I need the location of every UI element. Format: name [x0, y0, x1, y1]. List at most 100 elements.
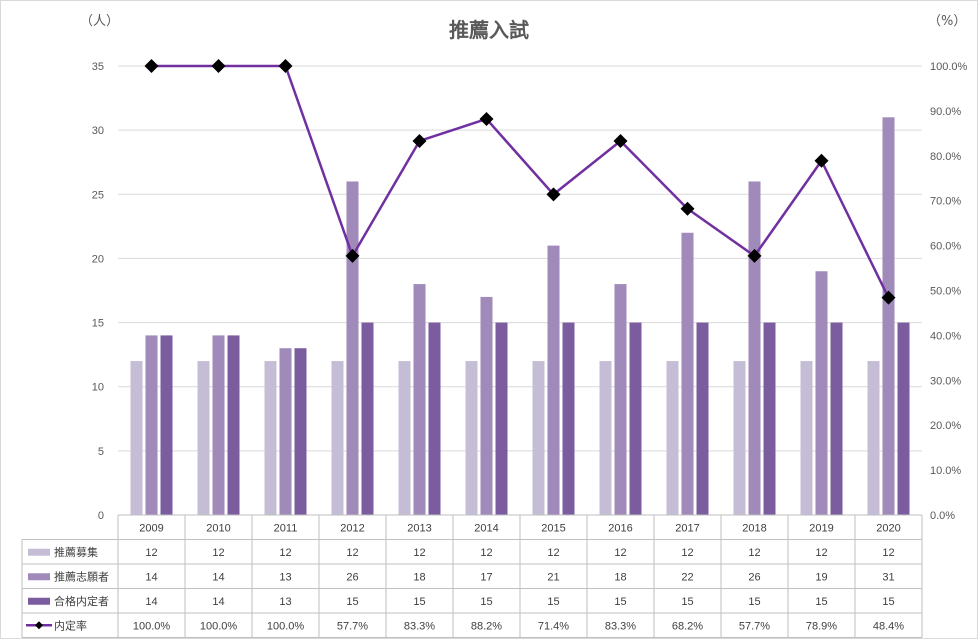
data-cell: 100.0% — [200, 620, 238, 632]
bar — [346, 181, 359, 515]
data-cell: 14 — [212, 571, 224, 583]
data-cell: 14 — [212, 596, 224, 608]
left-axis-ticks: 0 5 10 15 20 25 30 35 — [92, 61, 104, 522]
bar — [897, 322, 910, 515]
left-axis-unit: （人） — [80, 14, 119, 29]
data-cell: 57.7% — [337, 620, 368, 632]
bar — [294, 348, 307, 515]
bar — [763, 322, 776, 515]
data-cell: 15 — [614, 596, 626, 608]
data-cell: 12 — [145, 547, 157, 559]
x-tick-label: 2013 — [407, 522, 431, 534]
x-tick-label: 2018 — [742, 522, 766, 534]
data-cell: 12 — [279, 547, 291, 559]
bar — [733, 361, 746, 515]
bar — [361, 322, 374, 515]
right-axis-unit: （%） — [928, 14, 966, 29]
data-cell: 78.9% — [806, 620, 837, 632]
rate-point — [747, 248, 762, 263]
bar — [748, 181, 761, 515]
data-cell: 15 — [547, 596, 559, 608]
data-cell: 17 — [480, 571, 492, 583]
y-tick-label: 15 — [92, 318, 104, 330]
data-cell: 12 — [815, 547, 827, 559]
y-tick-label: 5 — [98, 446, 104, 458]
y-tick-label: 20 — [92, 253, 104, 265]
data-cell: 83.3% — [605, 620, 636, 632]
data-cell: 15 — [346, 596, 358, 608]
rate-point — [278, 59, 293, 73]
legend-marker — [35, 621, 43, 630]
x-tick-label: 2011 — [274, 522, 298, 534]
x-tick-label: 2010 — [206, 522, 230, 534]
y-tick-label: 35 — [92, 61, 104, 73]
rate-point — [881, 290, 896, 305]
y-tick-label: 25 — [92, 189, 104, 201]
rate-point — [680, 201, 695, 216]
data-cell: 48.4% — [873, 620, 904, 632]
data-cell: 12 — [346, 547, 358, 559]
rate-point — [613, 133, 628, 148]
bar-series — [130, 117, 910, 516]
data-cell: 19 — [815, 571, 827, 583]
data-cell: 26 — [346, 571, 358, 583]
bar — [197, 361, 210, 515]
rate-point — [546, 187, 561, 202]
data-cell: 31 — [882, 571, 894, 583]
data-cell: 12 — [748, 547, 760, 559]
x-tick-label: 2009 — [139, 522, 163, 534]
y2-tick-label: 80.0% — [930, 151, 961, 163]
y2-tick-label: 10.0% — [930, 465, 961, 477]
y2-tick-label: 50.0% — [930, 286, 961, 298]
data-cell: 14 — [145, 571, 157, 583]
data-cell: 100.0% — [267, 620, 305, 632]
bar — [532, 361, 545, 515]
data-table: 2009 2010 2011 2012 2013 2014 2015 2016 2017 2018… — [21, 514, 923, 638]
bar — [160, 335, 173, 515]
x-tick-label: 2012 — [340, 522, 364, 534]
bar — [264, 361, 277, 515]
legend-swatch — [28, 548, 50, 556]
data-cell: 12 — [882, 547, 894, 559]
bar — [681, 232, 694, 515]
bar — [562, 322, 575, 515]
rate-line-series — [144, 59, 896, 305]
bar — [599, 361, 612, 515]
data-cell: 12 — [547, 547, 559, 559]
y2-tick-label: 70.0% — [930, 196, 961, 208]
x-tick-label: 2014 — [474, 522, 498, 534]
data-cell: 100.0% — [133, 620, 171, 632]
bar — [629, 322, 642, 515]
bar — [130, 361, 143, 515]
data-cell: 13 — [279, 596, 291, 608]
data-cell: 15 — [748, 596, 760, 608]
bar — [666, 361, 679, 515]
data-cell: 18 — [413, 571, 425, 583]
data-cell: 68.2% — [672, 620, 703, 632]
bar — [212, 335, 225, 515]
bar — [547, 245, 560, 515]
y-tick-label: 30 — [92, 125, 104, 137]
bar — [331, 361, 344, 515]
x-tick-label: 2015 — [541, 522, 565, 534]
y2-tick-label: 60.0% — [930, 241, 961, 253]
bar — [398, 361, 411, 515]
x-tick-label: 2017 — [675, 522, 699, 534]
data-cell: 12 — [212, 547, 224, 559]
legend-label: 推薦募集 — [54, 545, 98, 559]
y2-tick-label: 40.0% — [930, 330, 961, 342]
y2-tick-label: 100.0% — [930, 61, 968, 73]
x-tick-label: 2019 — [809, 522, 833, 534]
rate-point — [412, 133, 427, 148]
legend-label: 合格内定者 — [54, 594, 109, 608]
data-cell: 83.3% — [404, 620, 435, 632]
data-cell: 12 — [614, 547, 626, 559]
data-cell: 15 — [882, 596, 894, 608]
rate-point — [144, 59, 159, 73]
bar — [279, 348, 292, 515]
bar — [413, 284, 426, 515]
legend-swatch — [28, 597, 50, 605]
x-tick-label: 2020 — [876, 522, 900, 534]
legend-label: 内定率 — [54, 618, 87, 632]
